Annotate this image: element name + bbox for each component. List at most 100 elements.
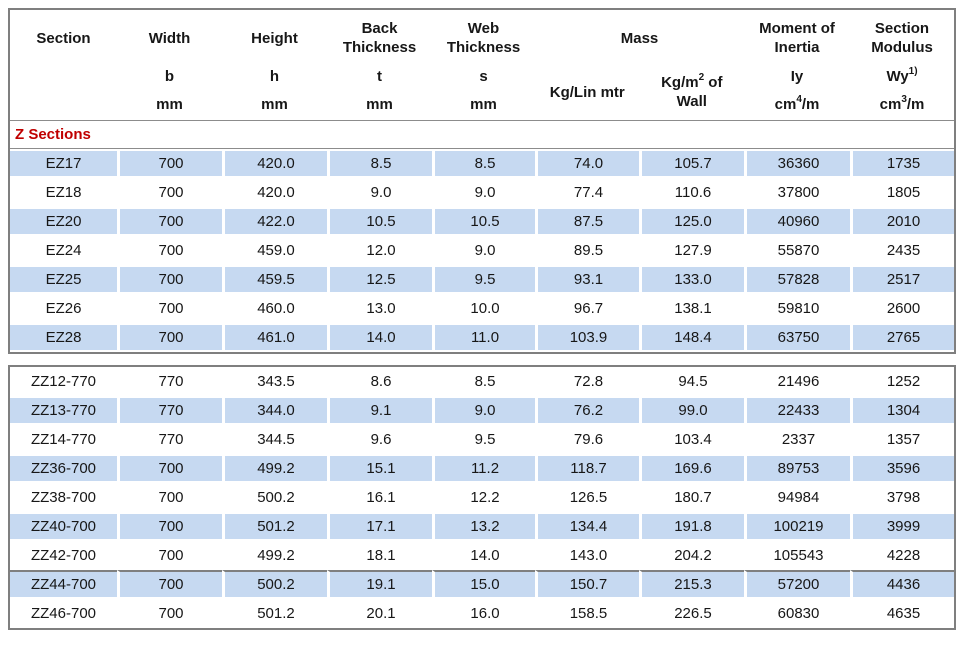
value-cell: 118.7 <box>535 454 639 483</box>
value-cell: 94.5 <box>639 367 744 396</box>
group-label: Z Sections <box>10 121 955 149</box>
value-cell: 343.5 <box>222 367 327 396</box>
value-cell: 2517 <box>850 265 955 294</box>
value-cell: 8.5 <box>432 149 535 178</box>
z-sections-table: Section Width b mm Height h mm Back Thic… <box>8 8 957 354</box>
col-label: Section Modulus <box>871 20 933 56</box>
value-cell: 10.5 <box>432 207 535 236</box>
col-symbol <box>10 64 117 92</box>
section-name-cell: EZ25 <box>10 265 117 294</box>
value-cell: 20.1 <box>327 599 432 628</box>
value-cell: 215.3 <box>639 570 744 599</box>
section-name-cell: ZZ14-770 <box>10 425 117 454</box>
value-cell: 1304 <box>850 396 954 425</box>
table-row: ZZ12-770 770 343.5 8.6 8.5 72.8 94.5 21496 1252 <box>10 367 954 396</box>
col-header-section: Section <box>10 10 117 121</box>
table-row: EZ26 700 460.0 13.0 10.0 96.7 138.1 59810 2600 <box>10 294 955 323</box>
value-cell: 57200 <box>744 570 850 599</box>
value-cell: 59810 <box>744 294 851 323</box>
col-label: Moment of Inertia <box>759 20 835 56</box>
value-cell: 344.5 <box>222 425 327 454</box>
section-name-cell: ZZ40-700 <box>10 512 117 541</box>
value-cell: 700 <box>117 207 222 236</box>
col-header-height: Height h mm <box>222 10 327 121</box>
col-symbol: Iy <box>790 68 804 85</box>
table-header: Section Width b mm Height h mm Back Thic… <box>10 10 955 121</box>
zz-sections-table: ZZ12-770 770 343.5 8.6 8.5 72.8 94.5 21496 1252 Z… <box>8 365 956 630</box>
value-cell: 1735 <box>850 149 955 178</box>
table-row: ZZ40-700 700 501.2 17.1 13.2 134.4 191.8 100219… <box>10 512 954 541</box>
value-cell: 99.0 <box>639 396 744 425</box>
col-header-web-thickness: Web Thickness s mm <box>432 10 535 121</box>
value-cell: 700 <box>117 236 222 265</box>
value-cell: 16.1 <box>327 483 432 512</box>
section-name-cell: ZZ36-700 <box>10 454 117 483</box>
value-cell: 8.6 <box>327 367 432 396</box>
section-name-cell: ZZ42-700 <box>10 541 117 570</box>
value-cell: 9.6 <box>327 425 432 454</box>
value-cell: 1805 <box>850 178 955 207</box>
value-cell: 700 <box>117 454 222 483</box>
value-cell: 8.5 <box>432 367 535 396</box>
col-unit: cm3/m <box>879 94 925 114</box>
value-cell: 420.0 <box>222 149 327 178</box>
value-cell: 700 <box>117 178 222 207</box>
value-cell: 500.2 <box>222 483 327 512</box>
value-cell: 169.6 <box>639 454 744 483</box>
value-cell: 13.0 <box>327 294 432 323</box>
value-cell: 100219 <box>744 512 850 541</box>
value-cell: 10.5 <box>327 207 432 236</box>
col-label: Section <box>36 29 91 47</box>
zz-rows-body: ZZ12-770 770 343.5 8.6 8.5 72.8 94.5 21496 1252 Z… <box>10 367 954 628</box>
value-cell: 4436 <box>850 570 954 599</box>
table-row: ZZ44-700 700 500.2 19.1 15.0 150.7 215.3 57200 4… <box>10 570 954 599</box>
header-row: Section Width b mm Height h mm Back Thic… <box>10 10 955 121</box>
col-label: Back Thickness <box>342 20 417 56</box>
value-cell: 37800 <box>744 178 851 207</box>
value-cell: 103.4 <box>639 425 744 454</box>
value-cell: 9.5 <box>432 265 535 294</box>
ez-rows-body: EZ17 700 420.0 8.5 8.5 74.0 105.7 36360 1735 EZ18… <box>10 149 955 352</box>
value-cell: 501.2 <box>222 599 327 628</box>
mass-per-area-line1: Kg/m2 of <box>661 72 723 92</box>
value-cell: 94984 <box>744 483 850 512</box>
value-cell: 126.5 <box>535 483 639 512</box>
value-cell: 133.0 <box>639 265 745 294</box>
section-name-cell: EZ26 <box>10 294 117 323</box>
value-cell: 11.0 <box>432 323 535 352</box>
section-name-cell: EZ18 <box>10 178 117 207</box>
value-cell: 344.0 <box>222 396 327 425</box>
value-cell: 19.1 <box>327 570 432 599</box>
value-cell: 12.5 <box>327 265 432 294</box>
col-header-moment-of-inertia: Moment of Inertia Iy cm4/m <box>744 10 851 121</box>
value-cell: 191.8 <box>639 512 744 541</box>
section-name-cell: EZ24 <box>10 236 117 265</box>
col-subheader-mass-per-area: Kg/m2 of Wall <box>640 64 745 120</box>
value-cell: 459.0 <box>222 236 327 265</box>
value-cell: 700 <box>117 570 222 599</box>
value-cell: 700 <box>117 512 222 541</box>
value-cell: 125.0 <box>639 207 745 236</box>
value-cell: 499.2 <box>222 541 327 570</box>
table-row: ZZ42-700 700 499.2 18.1 14.0 143.0 204.2 105543… <box>10 541 954 570</box>
value-cell: 11.2 <box>432 454 535 483</box>
value-cell: 700 <box>117 323 222 352</box>
value-cell: 72.8 <box>535 367 639 396</box>
value-cell: 150.7 <box>535 570 639 599</box>
table-row: EZ17 700 420.0 8.5 8.5 74.0 105.7 36360 1735 <box>10 149 955 178</box>
value-cell: 2600 <box>850 294 955 323</box>
value-cell: 8.5 <box>327 149 432 178</box>
value-cell: 16.0 <box>432 599 535 628</box>
value-cell: 36360 <box>744 149 851 178</box>
value-cell: 158.5 <box>535 599 639 628</box>
table-row: EZ28 700 461.0 14.0 11.0 103.9 148.4 63750 2765 <box>10 323 955 352</box>
value-cell: 501.2 <box>222 512 327 541</box>
block-gap <box>8 354 952 365</box>
value-cell: 13.2 <box>432 512 535 541</box>
table-row: ZZ46-700 700 501.2 20.1 16.0 158.5 226.5 60830 4… <box>10 599 954 628</box>
col-symbol: Wy1) <box>886 66 918 86</box>
col-unit: mm <box>156 96 183 113</box>
value-cell: 700 <box>117 265 222 294</box>
col-symbol: b <box>164 68 175 85</box>
table-row: ZZ14-770 770 344.5 9.6 9.5 79.6 103.4 2337 1357 <box>10 425 954 454</box>
